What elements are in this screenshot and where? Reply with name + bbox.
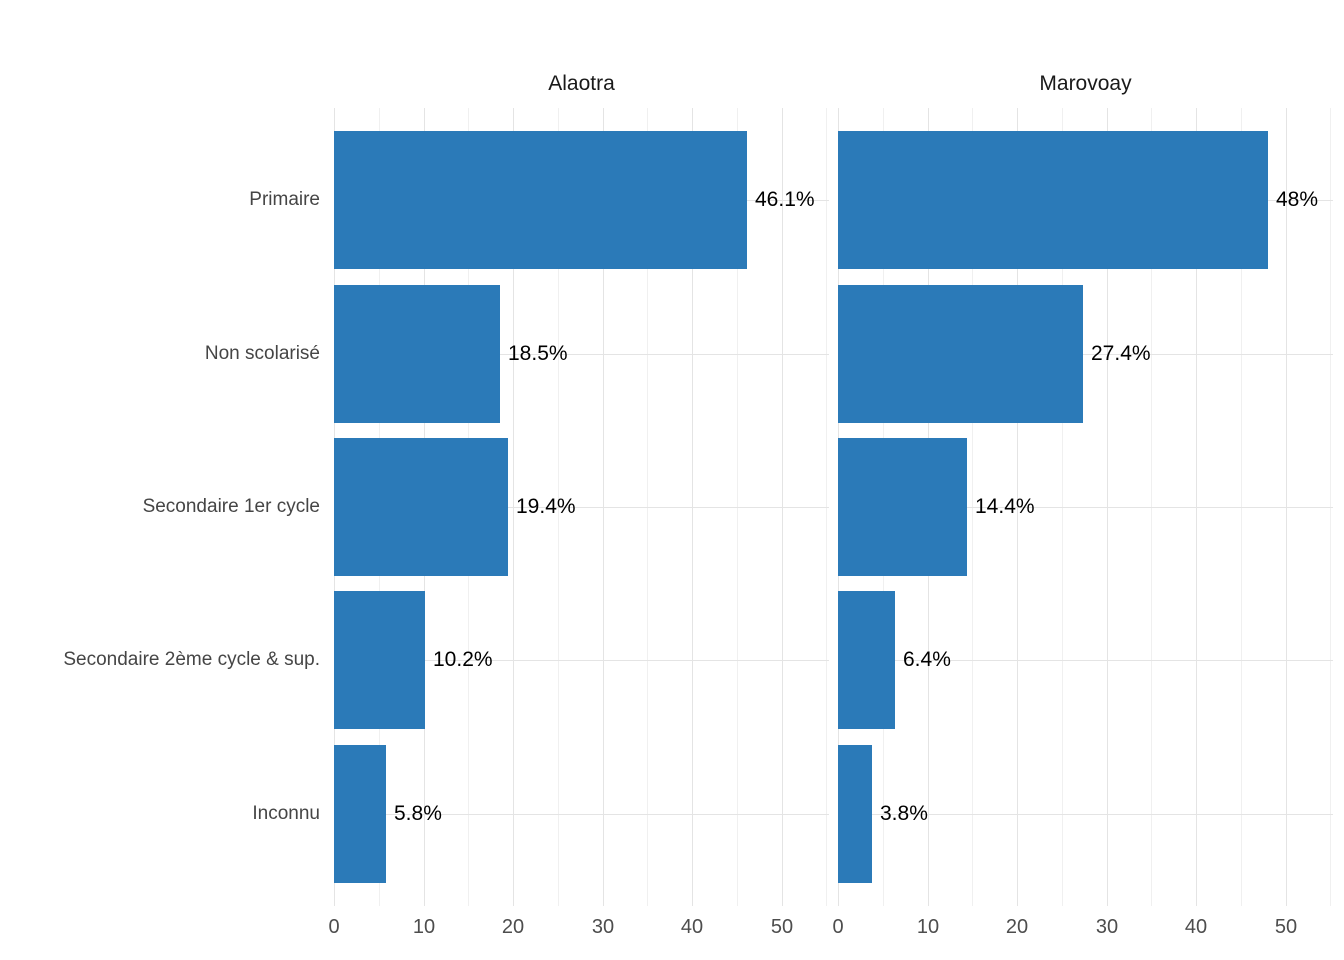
x-tick-label: 0	[832, 916, 844, 938]
bar	[838, 131, 1268, 269]
x-tick-label: 10	[916, 916, 940, 938]
bar-value-label: 3.8%	[880, 802, 928, 825]
bar-value-label: 6.4%	[903, 648, 951, 671]
bar	[838, 591, 895, 729]
bar-value-label: 46.1%	[755, 188, 815, 211]
bar-value-label: 14.4%	[975, 495, 1035, 518]
gridline-major-y	[838, 660, 1333, 661]
panel-marovoay: 48% 27.4% 14.4% 6.4% 3.8%	[838, 108, 1333, 906]
bar	[334, 438, 508, 576]
bar	[334, 285, 500, 423]
x-tick-label: 10	[412, 916, 436, 938]
category-label: Non scolarisé	[204, 343, 320, 364]
x-tick-label: 30	[591, 916, 615, 938]
x-tick-label: 30	[1095, 916, 1119, 938]
bar	[838, 438, 967, 576]
x-tick-label: 50	[770, 916, 794, 938]
bar	[838, 285, 1083, 423]
gridline-major-y	[838, 814, 1333, 815]
facet-title-alaotra: Alaotra	[548, 72, 615, 95]
gridline-major-y	[838, 354, 1333, 355]
bar	[334, 591, 425, 729]
bar-value-label: 19.4%	[516, 495, 576, 518]
x-tick-label: 20	[501, 916, 525, 938]
category-label: Inconnu	[252, 803, 320, 824]
bar	[838, 745, 872, 883]
bar-value-label: 5.8%	[394, 802, 442, 825]
bar-value-label: 27.4%	[1091, 342, 1151, 365]
bar	[334, 745, 386, 883]
gridline-major-y	[334, 660, 829, 661]
bar-value-label: 10.2%	[433, 648, 493, 671]
category-label: Secondaire 2ème cycle & sup.	[63, 649, 320, 670]
bar	[334, 131, 747, 269]
x-tick-label: 50	[1274, 916, 1298, 938]
category-label: Secondaire 1er cycle	[142, 496, 320, 517]
x-tick-label: 40	[680, 916, 704, 938]
gridline-major-y	[334, 354, 829, 355]
x-tick-label: 40	[1184, 916, 1208, 938]
category-label: Primaire	[249, 189, 320, 210]
gridline-major-y	[334, 507, 829, 508]
facet-title-marovoay: Marovoay	[1039, 72, 1132, 95]
gridline-major-y	[334, 814, 829, 815]
x-tick-label: 20	[1005, 916, 1029, 938]
panel-alaotra: 46.1% 18.5% 19.4% 10.2% 5.8%	[334, 108, 829, 906]
x-tick-label: 0	[328, 916, 340, 938]
bar-value-label: 48%	[1276, 188, 1319, 211]
gridline-major-y	[838, 507, 1333, 508]
bar-value-label: 18.5%	[508, 342, 568, 365]
